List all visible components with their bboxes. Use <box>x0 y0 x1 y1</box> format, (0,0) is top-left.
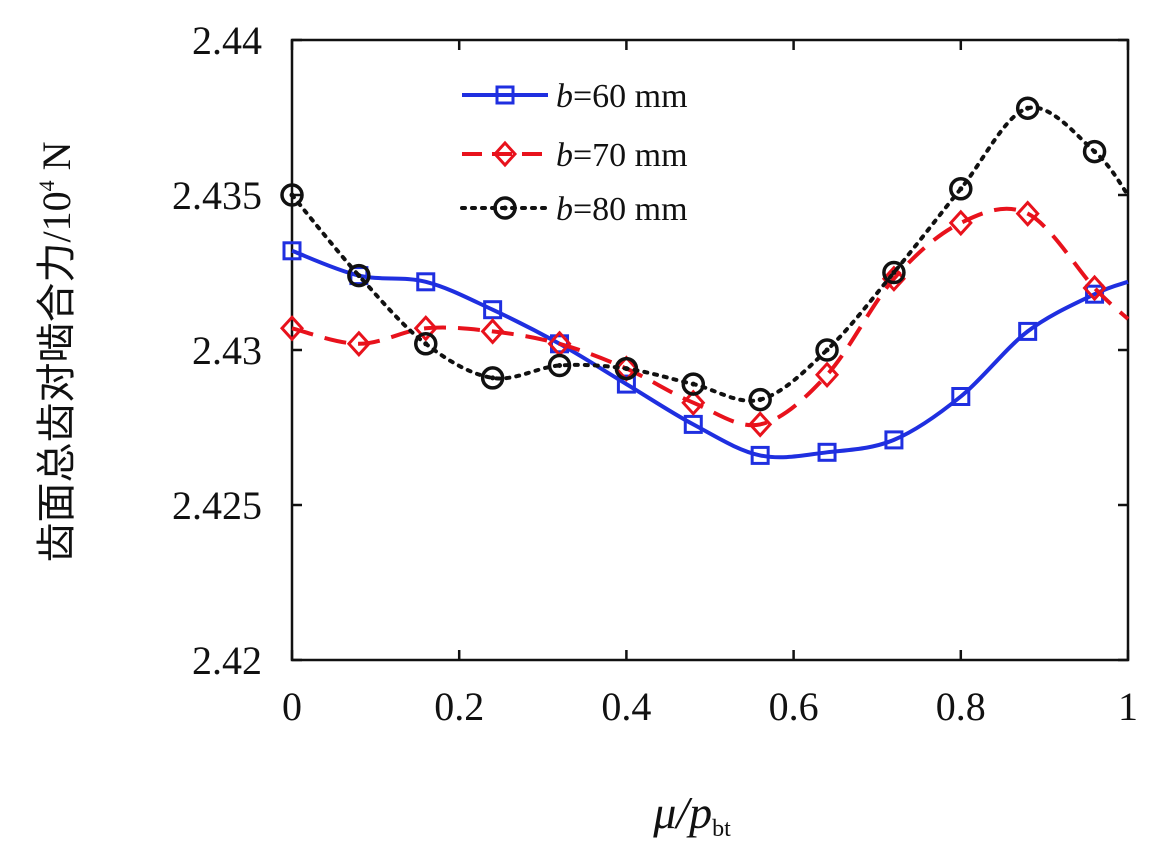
data-point-center <box>623 366 629 372</box>
data-point <box>483 300 503 320</box>
legend-item-3: b=80 mm <box>460 191 688 228</box>
data-point <box>347 263 371 288</box>
data-point <box>949 177 973 201</box>
legend-label-value: =60 mm <box>573 78 688 115</box>
legend-label-variable: b <box>556 137 573 174</box>
data-point-center <box>690 381 696 387</box>
y-tick-label: 2.425 <box>172 483 262 528</box>
data-point <box>279 315 305 342</box>
data-point <box>282 241 302 261</box>
axes: 0 0.2 0.4 0.6 0.8 1 2.42 2.425 2.43 2.435 2.44 <box>172 18 1138 729</box>
x-axis-title-main: μ/p <box>652 787 712 838</box>
legend-label-variable: b <box>556 78 573 115</box>
data-point <box>884 430 904 450</box>
x-tick-label: 0.4 <box>601 684 651 729</box>
data-point <box>750 445 770 465</box>
data-point <box>951 387 971 406</box>
y-tick-label: 2.43 <box>192 328 262 373</box>
y-tick-label: 2.44 <box>192 18 262 63</box>
legend-label: b=80 mm <box>556 191 688 228</box>
legend-label: b=70 mm <box>556 137 688 174</box>
legend-label-variable: b <box>556 191 573 228</box>
data-point-center <box>1092 149 1098 155</box>
data-point <box>748 387 772 412</box>
data-point <box>416 272 436 292</box>
data-point <box>547 353 572 378</box>
data-point <box>681 389 706 416</box>
legend-label: b=60 mm <box>556 78 688 115</box>
data-point <box>413 315 438 342</box>
data-point <box>346 330 371 358</box>
data-point-center <box>423 341 429 347</box>
data-point <box>1015 200 1040 227</box>
data-point <box>748 411 773 438</box>
x-tick-label: 1 <box>1118 684 1138 729</box>
data-point <box>280 183 304 207</box>
data-point-center <box>557 363 563 368</box>
x-tick-label: 0.6 <box>769 684 819 729</box>
data-point <box>681 372 706 396</box>
data-point-center <box>824 347 830 353</box>
y-axis-title-unit: N <box>34 141 79 180</box>
data-point <box>1082 274 1107 302</box>
series-3 <box>280 96 1130 412</box>
data-point <box>349 266 369 286</box>
data-point <box>1015 96 1040 120</box>
y-tick-label: 2.42 <box>192 638 262 683</box>
data-point <box>414 332 438 356</box>
data-point <box>614 356 639 381</box>
data-point <box>948 209 973 237</box>
legend: b=60 mmb=70 mmb=80 mm <box>460 78 688 228</box>
data-point-center <box>502 205 508 211</box>
legend-item-2: b=70 mm <box>462 137 688 174</box>
data-point <box>882 260 906 285</box>
data-point <box>815 361 840 389</box>
data-point-center <box>490 375 496 381</box>
data-point-center <box>356 273 362 279</box>
data-point <box>480 366 505 390</box>
data-point-center <box>757 397 763 403</box>
legend-label-value: =70 mm <box>573 137 688 174</box>
data-point-center <box>891 270 897 275</box>
data-point <box>493 196 517 220</box>
x-axis-title-sub: bt <box>712 816 731 842</box>
x-tick-label: 0 <box>282 684 302 729</box>
data-point <box>1018 321 1038 341</box>
series-1 <box>282 241 1129 465</box>
y-tick-label: 2.435 <box>172 173 262 218</box>
x-tick-label: 0.8 <box>936 684 986 729</box>
data-point-center <box>289 192 295 198</box>
data-point <box>495 85 515 105</box>
data-point <box>1082 139 1107 164</box>
data-point <box>616 374 636 394</box>
series-line <box>291 206 1130 428</box>
data-point-center <box>1025 105 1031 111</box>
data-point <box>881 265 906 292</box>
y-axis-title-main: 齿面总齿对啮合力/10 <box>34 191 79 562</box>
y-axis-title: 齿面总齿对啮合力/104 N <box>34 141 79 562</box>
legend-label-value: =80 mm <box>573 191 688 228</box>
series-2 <box>279 200 1130 438</box>
x-axis-title: μ/pbt <box>652 787 731 842</box>
data-point <box>480 318 505 345</box>
x-tick-label: 0.2 <box>434 684 484 729</box>
legend-item-1: b=60 mm <box>462 78 688 115</box>
series-line <box>291 248 1129 460</box>
data-point <box>817 442 837 462</box>
data-point <box>492 140 518 168</box>
series-group <box>279 96 1130 465</box>
data-point <box>683 414 703 434</box>
data-point <box>815 338 839 362</box>
data-point-center <box>958 186 964 192</box>
y-axis-title-sup: 4 <box>34 180 59 191</box>
